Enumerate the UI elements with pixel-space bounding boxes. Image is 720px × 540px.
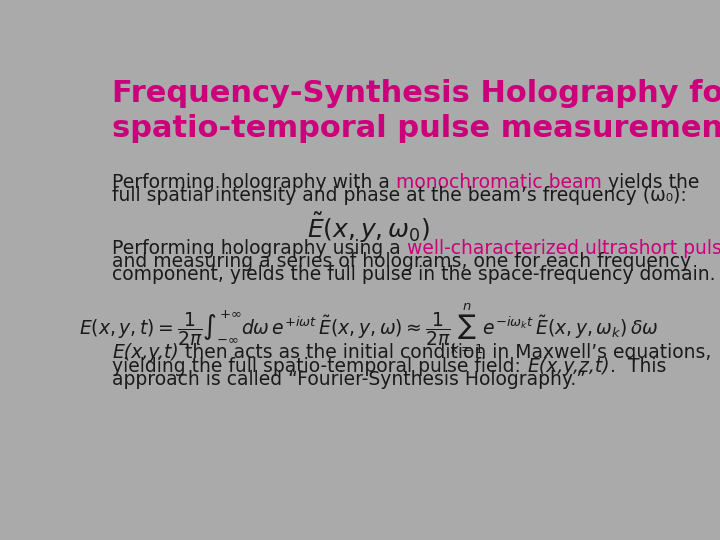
Text: Performing holography using a: Performing holography using a xyxy=(112,239,407,258)
Text: E(x,y,z,t): E(x,y,z,t) xyxy=(527,357,610,376)
Text: then acts as the initial condition in Maxwell’s equations,: then acts as the initial condition in Ma… xyxy=(179,343,711,362)
Text: well-characterized ultrashort pulse: well-characterized ultrashort pulse xyxy=(407,239,720,258)
Text: .  This: . This xyxy=(610,357,666,376)
Text: $\tilde{E}(x, y, \omega_0)$: $\tilde{E}(x, y, \omega_0)$ xyxy=(307,211,431,245)
Text: component, yields the full pulse in the space-frequency domain.: component, yields the full pulse in the … xyxy=(112,265,716,284)
Text: and measuring a series of holograms, one for each frequency: and measuring a series of holograms, one… xyxy=(112,252,691,271)
Text: approach is called “Fourier-Synthesis Holography.”: approach is called “Fourier-Synthesis Ho… xyxy=(112,370,586,389)
Text: yielding the full spatio-temporal pulse field:: yielding the full spatio-temporal pulse … xyxy=(112,357,527,376)
Text: E(x,y,t): E(x,y,t) xyxy=(112,343,179,362)
Text: $E(x,y,t) = \dfrac{1}{2\pi}\int_{-\infty}^{+\infty} d\omega\, e^{+i\omega t}\,\t: $E(x,y,t) = \dfrac{1}{2\pi}\int_{-\infty… xyxy=(79,302,659,356)
Text: Performing holography with a: Performing holography with a xyxy=(112,173,396,192)
Text: Frequency-Synthesis Holography for complete
spatio-temporal pulse measurement: Frequency-Synthesis Holography for compl… xyxy=(112,79,720,143)
Text: monochromatic beam: monochromatic beam xyxy=(396,173,602,192)
Text: full spatial intensity and phase at the beam’s frequency (ω₀):: full spatial intensity and phase at the … xyxy=(112,186,687,205)
Text: yields the: yields the xyxy=(602,173,699,192)
